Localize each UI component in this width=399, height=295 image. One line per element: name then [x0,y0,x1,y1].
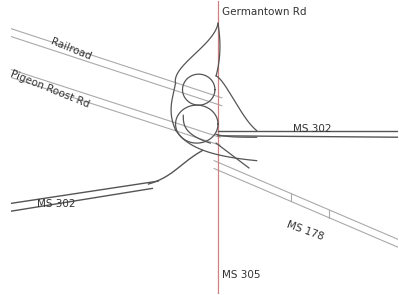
Text: MS 302: MS 302 [293,124,332,134]
Text: MS 302: MS 302 [36,199,75,209]
Text: Germantown Rd: Germantown Rd [222,7,306,17]
Text: Railroad: Railroad [49,37,93,62]
Text: Pigeon Roost Rd: Pigeon Roost Rd [9,69,91,109]
Text: MS 178: MS 178 [285,219,325,242]
Text: MS 305: MS 305 [222,270,261,280]
